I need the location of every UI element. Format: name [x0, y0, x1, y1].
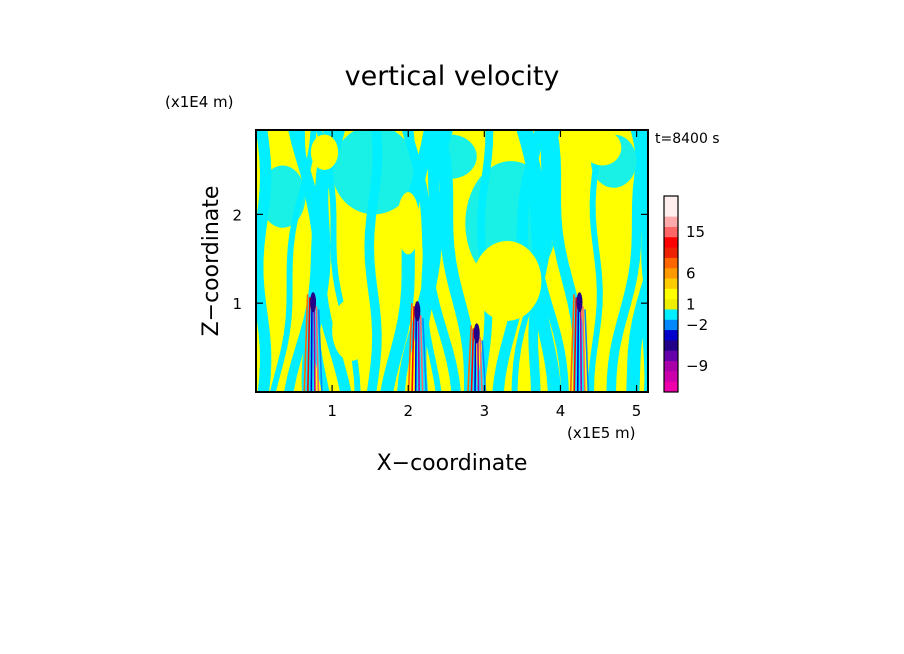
- plot-frame: [255, 129, 649, 393]
- colorbar-segment: [664, 371, 678, 383]
- colorbar-segment: [664, 350, 678, 362]
- downdraft-band: [288, 130, 352, 392]
- x-axis-title: X−coordinate: [377, 451, 528, 476]
- y-tick-label: 2: [232, 206, 242, 224]
- colorbar-segment: [664, 381, 678, 393]
- y-unit-label: (x1E4 m): [165, 93, 234, 111]
- convective-column-4: [569, 292, 590, 392]
- downdraft-region: [423, 134, 477, 179]
- convective-column-3: [467, 323, 487, 392]
- convective-column-1: [303, 292, 323, 392]
- colorbar-segment: [664, 226, 678, 238]
- y-axis-title: Z−coordinate: [199, 186, 224, 337]
- downdraft-region: [259, 165, 306, 228]
- updraft-region: [396, 192, 420, 255]
- updraft-region: [310, 134, 339, 170]
- convective-column-2: [407, 301, 427, 392]
- colorbar-label: 6: [686, 264, 696, 282]
- colorbar-segment: [664, 237, 678, 249]
- downdraft-band: [630, 130, 648, 266]
- chart-title: vertical velocity: [345, 61, 560, 92]
- updraft-region: [583, 130, 622, 166]
- colorbar-segment: [664, 299, 678, 310]
- colorbar-segment: [664, 330, 678, 341]
- x-tick-label: 3: [480, 402, 490, 420]
- colorbar-label: 15: [686, 223, 705, 241]
- colorbar-segment: [664, 278, 678, 290]
- x-tick-label: 5: [632, 402, 642, 420]
- x-tick-label: 2: [403, 402, 413, 420]
- colorbar: 15 6 1 −2 −9: [663, 195, 708, 393]
- colorbar-label: −2: [686, 316, 708, 334]
- updraft-region: [472, 241, 542, 321]
- downdraft-band: [140, 130, 161, 392]
- x-tick-label: 4: [556, 402, 566, 420]
- colorbar-segment: [664, 206, 678, 218]
- x-unit-label: (x1E5 m): [567, 424, 636, 442]
- colorbar-segment: [664, 309, 678, 321]
- colorbar-segment: [664, 340, 678, 352]
- velocity-field: [88, 130, 648, 392]
- colorbar-segment: [664, 257, 678, 269]
- axes: 1 2 3 4 5 1 2: [232, 130, 648, 420]
- colorbar-segment: [664, 319, 678, 331]
- colorbar-frame: [663, 195, 679, 393]
- updraft-region: [332, 298, 371, 361]
- downdraft-band: [380, 130, 437, 392]
- colorbar-segment: [664, 268, 678, 280]
- downdraft-band: [401, 130, 461, 392]
- downdraft-band: [588, 130, 604, 392]
- colorbar-label: −9: [686, 357, 708, 375]
- colorbar-label: 1: [686, 295, 696, 313]
- downdraft-band: [88, 130, 141, 392]
- x-tick-label: 1: [327, 402, 337, 420]
- colorbar-segment: [664, 216, 678, 228]
- y-tick-label: 1: [232, 295, 242, 313]
- downdraft-region: [332, 130, 416, 215]
- colorbar-segment: [664, 361, 678, 372]
- downdraft-band: [633, 130, 648, 309]
- colorbar-segment: [664, 247, 678, 259]
- time-label: t=8400 s: [655, 131, 720, 147]
- colorbar-segment: [664, 196, 678, 207]
- downdraft-band: [431, 130, 478, 392]
- colorbar-segment: [664, 288, 678, 300]
- downdraft-band: [606, 130, 648, 392]
- downdraft-band: [161, 130, 204, 392]
